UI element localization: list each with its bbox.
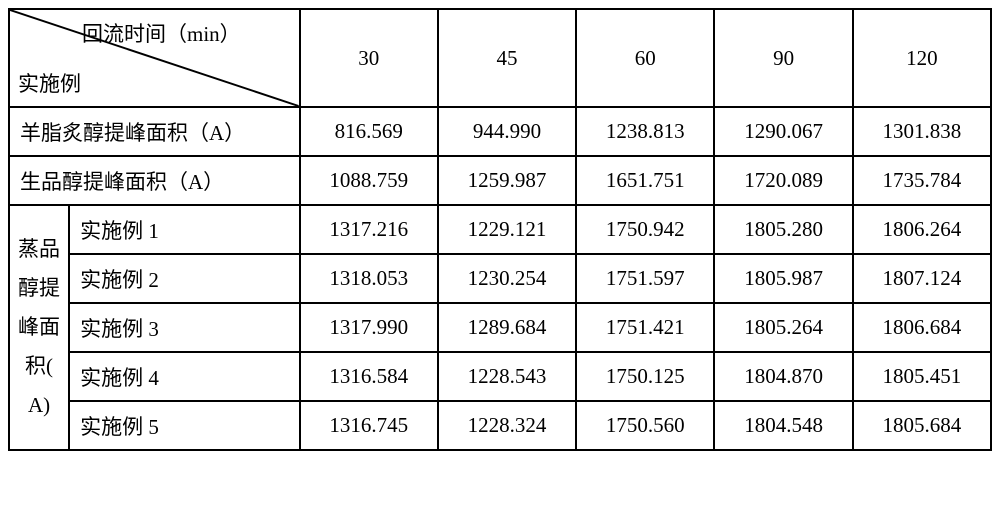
cell: 1807.124 [853,254,991,303]
group-row-label: 实施例 4 [69,352,299,401]
cell: 1238.813 [576,107,714,156]
group-row-label: 实施例 5 [69,401,299,450]
cell: 1804.548 [714,401,852,450]
table-row-header: 回流时间（min）实施例30456090120 [9,9,991,107]
cell: 1805.684 [853,401,991,450]
table-row: 实施例 21318.0531230.2541751.5971805.987180… [9,254,991,303]
diagonal-header: 回流时间（min）实施例 [9,9,300,107]
table-row: 实施例 41316.5841228.5431750.1251804.870180… [9,352,991,401]
cell: 1318.053 [300,254,438,303]
cell: 1804.870 [714,352,852,401]
cell: 1290.067 [714,107,852,156]
time-col-4: 120 [853,9,991,107]
group-vertical-label: 蒸品醇提峰面积(A) [9,205,69,450]
cell: 1751.597 [576,254,714,303]
group-row-label: 实施例 1 [69,205,299,254]
cell: 1805.987 [714,254,852,303]
cell: 1806.264 [853,205,991,254]
cell: 1720.089 [714,156,852,205]
cell: 1750.560 [576,401,714,450]
cell: 1316.745 [300,401,438,450]
cell: 1750.125 [576,352,714,401]
time-col-3: 90 [714,9,852,107]
group-vertical-text: 蒸品醇提峰面积(A) [12,230,66,424]
cell: 1805.280 [714,205,852,254]
table-row: 羊脂炙醇提峰面积（A）816.569944.9901238.8131290.06… [9,107,991,156]
cell: 1230.254 [438,254,576,303]
data-table: 回流时间（min）实施例30456090120羊脂炙醇提峰面积（A）816.56… [8,8,992,451]
group-row-label: 实施例 3 [69,303,299,352]
cell: 1805.264 [714,303,852,352]
cell: 1651.751 [576,156,714,205]
cell: 1317.990 [300,303,438,352]
cell: 1301.838 [853,107,991,156]
table-row: 实施例 31317.9901289.6841751.4211805.264180… [9,303,991,352]
cell: 1735.784 [853,156,991,205]
cell: 944.990 [438,107,576,156]
cell: 1317.216 [300,205,438,254]
row-label: 羊脂炙醇提峰面积（A） [9,107,300,156]
header-bottom-label: 实施例 [18,68,81,98]
cell: 1751.421 [576,303,714,352]
time-col-2: 60 [576,9,714,107]
header-top-label: 回流时间（min） [82,18,241,48]
cell: 816.569 [300,107,438,156]
cell: 1229.121 [438,205,576,254]
row-label: 生品醇提峰面积（A） [9,156,300,205]
cell: 1805.451 [853,352,991,401]
cell: 1750.942 [576,205,714,254]
cell: 1259.987 [438,156,576,205]
cell: 1316.584 [300,352,438,401]
cell: 1228.543 [438,352,576,401]
cell: 1088.759 [300,156,438,205]
time-col-0: 30 [300,9,438,107]
cell: 1289.684 [438,303,576,352]
table-row: 生品醇提峰面积（A）1088.7591259.9871651.7511720.0… [9,156,991,205]
cell: 1228.324 [438,401,576,450]
table-row: 蒸品醇提峰面积(A)实施例 11317.2161229.1211750.9421… [9,205,991,254]
cell: 1806.684 [853,303,991,352]
group-row-label: 实施例 2 [69,254,299,303]
table-row: 实施例 51316.7451228.3241750.5601804.548180… [9,401,991,450]
time-col-1: 45 [438,9,576,107]
